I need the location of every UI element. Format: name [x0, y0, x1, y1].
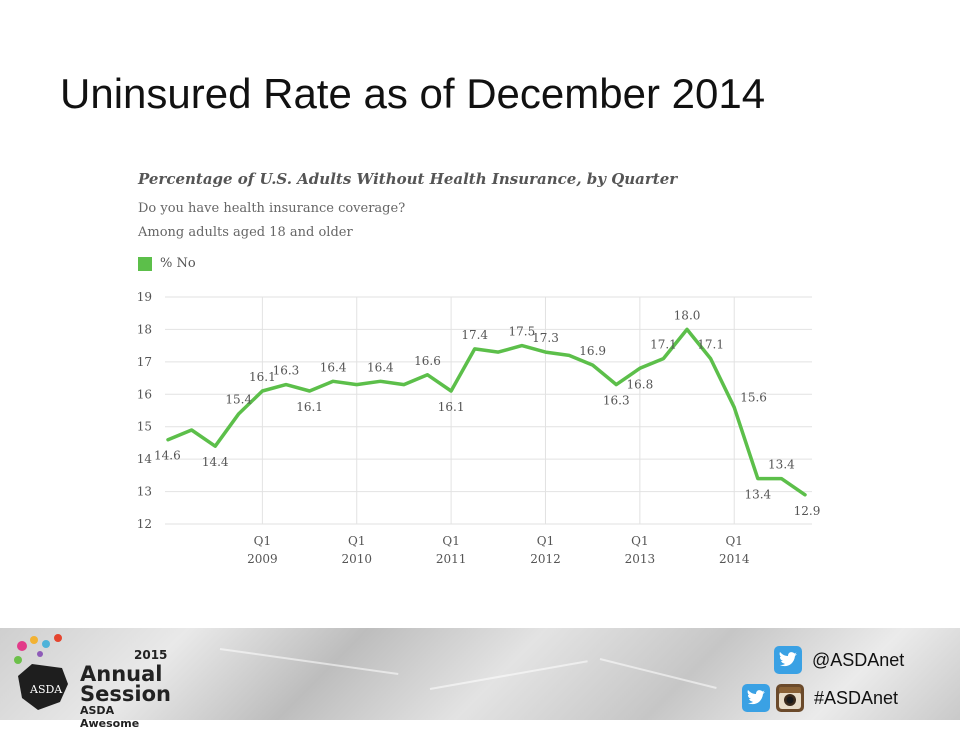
x-tick-quarter: Q1	[631, 534, 648, 548]
asda-logo-graphic: ASDA	[14, 634, 68, 710]
data-label: 17.1	[697, 338, 724, 352]
x-tick-quarter: Q1	[537, 534, 554, 548]
logo-annual: Annual	[80, 662, 163, 686]
logo-tagline: ASDA Awesome	[80, 704, 140, 730]
data-label: 17.5	[509, 325, 536, 339]
data-label: 14.4	[202, 455, 229, 469]
chart-subtitle-2: Among adults aged 18 and older	[138, 225, 353, 240]
x-tick-quarter: Q1	[725, 534, 742, 548]
x-tick-quarter: Q1	[254, 534, 271, 548]
y-tick-label: 16	[137, 387, 152, 401]
legend-label: % No	[160, 256, 196, 271]
y-tick-label: 17	[137, 355, 152, 369]
x-tick-year: 2010	[341, 552, 372, 566]
data-label: 17.4	[461, 328, 488, 342]
y-tick-label: 19	[137, 290, 152, 304]
data-label: 13.4	[768, 458, 795, 472]
logo-session: Session	[80, 682, 171, 706]
data-label: 12.9	[794, 504, 821, 518]
logo-year: 2015	[134, 648, 168, 662]
chart-legend: % No	[138, 256, 196, 271]
x-tick-quarter: Q1	[348, 534, 365, 548]
footer-bar: ASDA 2015 Annual Session ASDA Awesome @A…	[0, 628, 960, 730]
data-label: 13.4	[744, 488, 771, 502]
hashtag-text[interactable]: #ASDAnet	[814, 687, 899, 708]
data-label: 16.4	[320, 360, 347, 374]
chart-title: Percentage of U.S. Adults Without Health…	[138, 170, 678, 188]
paper-crease	[429, 660, 588, 690]
y-tick-label: 14	[137, 452, 153, 466]
data-label: 16.1	[249, 370, 276, 384]
logo-badge-text: ASDA	[29, 683, 63, 696]
chart-subtitle-1: Do you have health insurance coverage?	[138, 201, 406, 216]
data-label: 18.0	[674, 308, 701, 322]
twitter-handle-text[interactable]: @ASDAnet	[812, 649, 905, 670]
twitter-handle-row: @ASDAnet	[774, 646, 904, 674]
data-label: 16.1	[438, 400, 465, 414]
data-label: 16.1	[296, 400, 323, 414]
twitter-icon[interactable]	[774, 646, 802, 674]
legend-swatch	[138, 256, 152, 271]
y-tick-label: 15	[137, 420, 152, 434]
x-tick-year: 2012	[530, 552, 561, 566]
instagram-icon[interactable]	[776, 684, 804, 712]
slide-title: Uninsured Rate as of December 2014	[60, 70, 766, 117]
data-label: 16.8	[626, 377, 653, 391]
x-tick-year: 2011	[436, 552, 467, 566]
data-label: 16.9	[579, 344, 606, 358]
data-label: 16.4	[367, 360, 394, 374]
line-chart: 12 13 14 15 16 17 18 19 Q1 2009 Q1 2010 Q1 2011 Q1 2012…	[137, 290, 821, 566]
y-tick-label: 12	[137, 517, 152, 531]
data-label: 14.6	[154, 449, 181, 463]
x-tick-year: 2009	[247, 552, 278, 566]
data-label: 15.4	[225, 393, 252, 407]
twitter-icon[interactable]	[742, 684, 770, 712]
y-tick-label: 13	[137, 485, 152, 499]
data-label: 17.1	[650, 338, 677, 352]
data-label: 15.6	[740, 390, 767, 404]
paper-crease	[599, 658, 717, 690]
paper-crease	[219, 648, 399, 676]
data-label: 16.3	[603, 394, 630, 408]
data-label: 17.3	[532, 331, 559, 345]
data-label: 16.6	[414, 354, 441, 368]
x-tick-year: 2013	[625, 552, 656, 566]
data-label: 16.3	[273, 364, 300, 378]
asda-logo: ASDA 2015 Annual Session ASDA Awesome	[10, 632, 171, 730]
x-tick-quarter: Q1	[442, 534, 459, 548]
hashtag-row: #ASDAnet	[742, 684, 898, 712]
y-tick-label: 18	[137, 322, 152, 336]
series-line	[166, 327, 807, 497]
x-tick-year: 2014	[719, 552, 750, 566]
